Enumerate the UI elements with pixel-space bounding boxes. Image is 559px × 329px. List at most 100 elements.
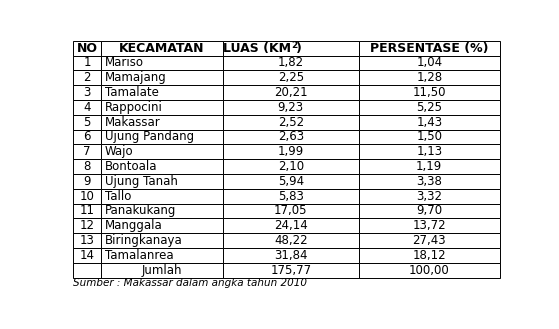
Bar xyxy=(73,189,101,204)
Text: Bontoala: Bontoala xyxy=(105,160,157,173)
Bar xyxy=(73,56,101,70)
Text: ): ) xyxy=(296,42,302,55)
Bar xyxy=(101,100,222,115)
Text: 8: 8 xyxy=(83,160,91,173)
Bar xyxy=(359,263,500,278)
Bar xyxy=(222,41,359,56)
Text: 13: 13 xyxy=(80,234,94,247)
Text: 1,13: 1,13 xyxy=(416,145,442,158)
Text: 2,52: 2,52 xyxy=(278,116,304,129)
Text: Mamajang: Mamajang xyxy=(105,71,166,84)
Text: 1,28: 1,28 xyxy=(416,71,442,84)
Bar xyxy=(359,248,500,263)
Bar xyxy=(359,100,500,115)
Text: 3,38: 3,38 xyxy=(416,175,442,188)
Bar xyxy=(222,263,359,278)
Text: 9: 9 xyxy=(83,175,91,188)
Text: 3: 3 xyxy=(83,86,91,99)
Text: 5,25: 5,25 xyxy=(416,101,442,114)
Bar xyxy=(359,204,500,218)
Text: Rappocini: Rappocini xyxy=(105,101,163,114)
Bar xyxy=(222,218,359,233)
Text: 14: 14 xyxy=(80,249,94,262)
Bar xyxy=(359,218,500,233)
Text: KECAMATAN: KECAMATAN xyxy=(119,42,205,55)
Bar xyxy=(222,248,359,263)
Bar xyxy=(101,174,222,189)
Bar xyxy=(222,159,359,174)
Text: Tamalate: Tamalate xyxy=(105,86,158,99)
Bar xyxy=(101,115,222,130)
Bar xyxy=(359,189,500,204)
Bar xyxy=(222,56,359,70)
Bar xyxy=(222,233,359,248)
Text: 27,43: 27,43 xyxy=(413,234,446,247)
Bar xyxy=(73,159,101,174)
Text: 11,50: 11,50 xyxy=(413,86,446,99)
Text: Wajo: Wajo xyxy=(105,145,133,158)
Bar xyxy=(359,144,500,159)
Text: 2,63: 2,63 xyxy=(278,131,304,143)
Text: 1: 1 xyxy=(83,57,91,69)
Bar xyxy=(222,174,359,189)
Bar xyxy=(101,56,222,70)
Text: 13,72: 13,72 xyxy=(413,219,446,232)
Text: 18,12: 18,12 xyxy=(413,249,446,262)
Bar xyxy=(222,204,359,218)
Bar xyxy=(101,85,222,100)
Text: 17,05: 17,05 xyxy=(274,205,307,217)
Text: 24,14: 24,14 xyxy=(274,219,307,232)
Bar xyxy=(101,159,222,174)
Bar xyxy=(101,248,222,263)
Text: 11: 11 xyxy=(80,205,94,217)
Text: 31,84: 31,84 xyxy=(274,249,307,262)
Bar xyxy=(359,115,500,130)
Bar xyxy=(73,248,101,263)
Bar xyxy=(359,130,500,144)
Bar xyxy=(73,115,101,130)
Bar xyxy=(73,233,101,248)
Text: 1,43: 1,43 xyxy=(416,116,442,129)
Text: LUAS (KM: LUAS (KM xyxy=(222,42,291,55)
Text: 3,32: 3,32 xyxy=(416,190,442,203)
Text: 100,00: 100,00 xyxy=(409,264,449,277)
Bar xyxy=(222,115,359,130)
Text: 1,04: 1,04 xyxy=(416,57,442,69)
Bar xyxy=(73,130,101,144)
Text: Biringkanaya: Biringkanaya xyxy=(105,234,182,247)
Text: Mariso: Mariso xyxy=(105,57,144,69)
Bar xyxy=(101,263,222,278)
Bar xyxy=(101,218,222,233)
Text: 1,82: 1,82 xyxy=(278,57,304,69)
Text: Tamalanrea: Tamalanrea xyxy=(105,249,173,262)
Text: Tallo: Tallo xyxy=(105,190,131,203)
Text: 175,77: 175,77 xyxy=(270,264,311,277)
Text: 9,70: 9,70 xyxy=(416,205,442,217)
Text: 5,94: 5,94 xyxy=(278,175,304,188)
Text: Jumlah: Jumlah xyxy=(141,264,182,277)
Text: 12: 12 xyxy=(80,219,94,232)
Text: 20,21: 20,21 xyxy=(274,86,307,99)
Text: 2,10: 2,10 xyxy=(278,160,304,173)
Text: PERSENTASE (%): PERSENTASE (%) xyxy=(370,42,489,55)
Text: Sumber : Makassar dalam angka tahun 2010: Sumber : Makassar dalam angka tahun 2010 xyxy=(73,278,307,288)
Text: 2: 2 xyxy=(83,71,91,84)
Text: Manggala: Manggala xyxy=(105,219,162,232)
Text: 2: 2 xyxy=(291,41,297,50)
Text: 1,19: 1,19 xyxy=(416,160,442,173)
Bar xyxy=(101,189,222,204)
Bar xyxy=(101,70,222,85)
Text: 1,50: 1,50 xyxy=(416,131,442,143)
Text: 9,23: 9,23 xyxy=(278,101,304,114)
Text: 5: 5 xyxy=(83,116,91,129)
Bar xyxy=(101,233,222,248)
Bar xyxy=(222,85,359,100)
Text: 5,83: 5,83 xyxy=(278,190,304,203)
Text: Ujung Pandang: Ujung Pandang xyxy=(105,131,193,143)
Bar xyxy=(359,85,500,100)
Bar xyxy=(222,144,359,159)
Text: 4: 4 xyxy=(83,101,91,114)
Text: Panakukang: Panakukang xyxy=(105,205,176,217)
Bar xyxy=(73,70,101,85)
Bar xyxy=(222,100,359,115)
